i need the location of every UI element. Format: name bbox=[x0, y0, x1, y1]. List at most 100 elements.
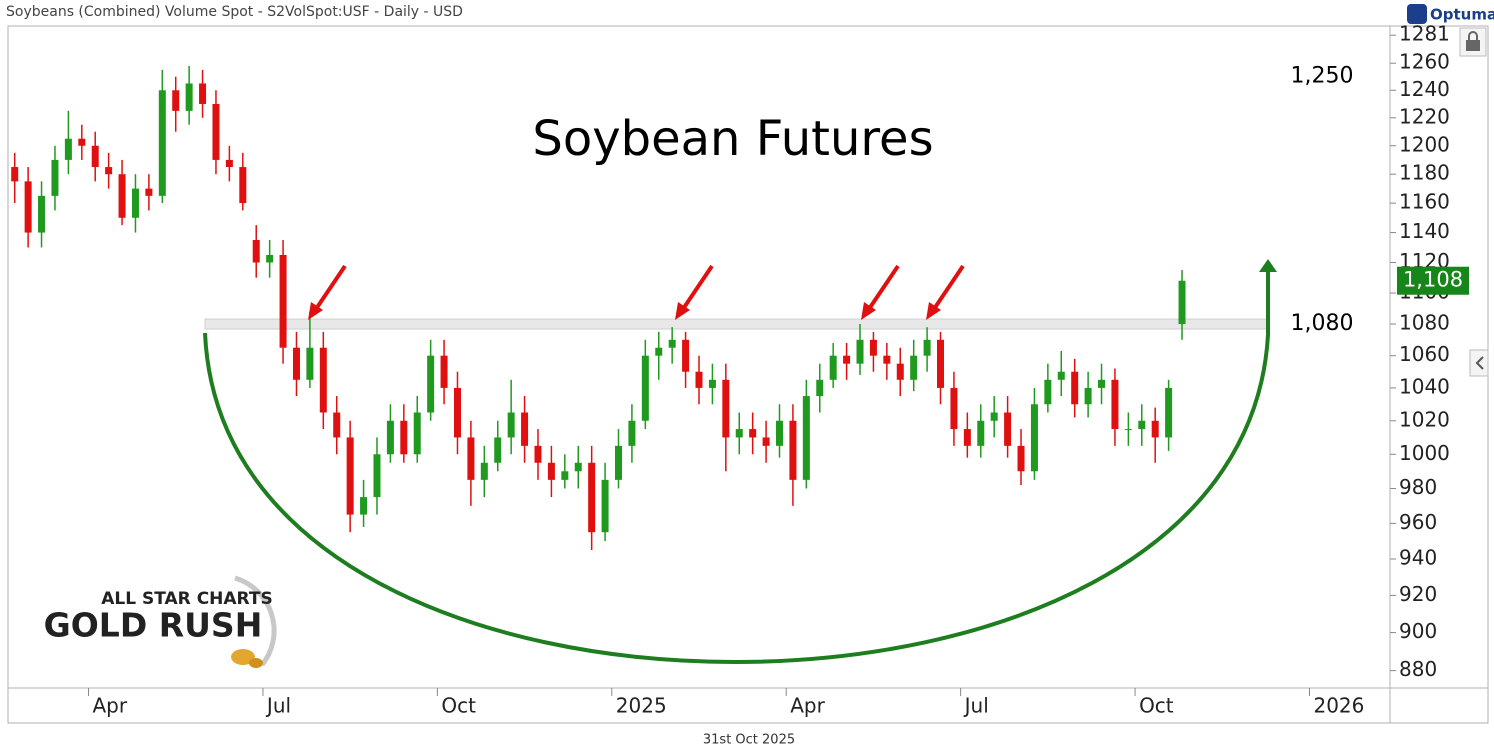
candle-body bbox=[292, 347, 300, 380]
candle-body bbox=[1124, 429, 1132, 431]
candle-body bbox=[722, 379, 730, 438]
candle-body bbox=[614, 445, 622, 480]
candle-body bbox=[1030, 404, 1038, 472]
y-tick-label: 1260 bbox=[1399, 50, 1450, 74]
candle-body bbox=[990, 412, 998, 421]
candle-body bbox=[802, 396, 810, 480]
logo-text: Optuma bbox=[1430, 6, 1494, 24]
candle-body bbox=[494, 437, 502, 463]
candle-body bbox=[735, 429, 743, 438]
candle-body bbox=[413, 412, 421, 455]
x-tick-label: 2026 bbox=[1313, 694, 1364, 718]
candle-body bbox=[199, 83, 207, 104]
logo-icon bbox=[1407, 4, 1427, 24]
candle-body bbox=[11, 167, 19, 182]
candle-body bbox=[24, 181, 32, 233]
y-tick-label: 1000 bbox=[1399, 441, 1450, 465]
y-tick-label: 1160 bbox=[1399, 190, 1450, 214]
x-tick-label: 2025 bbox=[616, 694, 667, 718]
candle-body bbox=[937, 339, 945, 388]
candle-body bbox=[682, 339, 690, 372]
x-tick-label: Jul bbox=[963, 694, 989, 718]
y-tick-label: 920 bbox=[1399, 582, 1437, 606]
gold-nugget bbox=[249, 658, 263, 668]
arrowhead bbox=[861, 302, 876, 320]
expand-button[interactable] bbox=[1469, 349, 1489, 377]
y-tick-label: 1240 bbox=[1399, 77, 1450, 101]
candle-body bbox=[521, 412, 529, 446]
candle-body bbox=[695, 371, 703, 388]
candle-body bbox=[360, 497, 368, 515]
x-tick-label: Apr bbox=[790, 694, 825, 718]
candle-body bbox=[91, 145, 99, 168]
candle-body bbox=[51, 159, 59, 196]
x-tick-label: Apr bbox=[93, 694, 128, 718]
candle-body bbox=[225, 159, 233, 168]
candle-body bbox=[789, 420, 797, 480]
candle-body bbox=[172, 90, 180, 111]
watermark: ALL STAR CHARTS GOLD RUSH bbox=[44, 575, 277, 668]
resistance-band bbox=[204, 318, 1269, 330]
arrowhead bbox=[308, 302, 323, 320]
candle-body bbox=[480, 462, 488, 480]
candle-body bbox=[38, 195, 46, 233]
candle-body bbox=[963, 429, 971, 446]
candle-body bbox=[346, 437, 354, 515]
candle-body bbox=[923, 339, 931, 356]
candle-body bbox=[145, 188, 153, 196]
candle-body bbox=[896, 363, 904, 380]
arrow bbox=[314, 264, 347, 311]
gold-nugget bbox=[231, 649, 255, 665]
candle-body bbox=[158, 90, 166, 196]
candle-body bbox=[749, 429, 757, 438]
candle-body bbox=[1178, 280, 1186, 325]
candle-body bbox=[829, 355, 837, 380]
candle-body bbox=[1004, 412, 1012, 446]
candle-body bbox=[628, 420, 636, 446]
lock-button[interactable] bbox=[1459, 27, 1487, 57]
date-label: 31st Oct 2025 bbox=[703, 733, 795, 748]
candle-body bbox=[574, 462, 582, 472]
candle-body bbox=[64, 138, 72, 160]
y-tick-label: 1140 bbox=[1399, 219, 1450, 243]
y-tick-label: 1040 bbox=[1399, 374, 1450, 398]
arrowhead bbox=[675, 302, 690, 320]
logo: Optuma bbox=[1407, 4, 1494, 24]
candle-body bbox=[1111, 379, 1119, 430]
x-tick-label: Oct bbox=[1139, 694, 1174, 718]
y-tick-label: 940 bbox=[1399, 545, 1437, 569]
watermark-line: GOLD RUSH bbox=[44, 606, 263, 645]
candle-body bbox=[869, 339, 877, 356]
candle-body bbox=[1084, 387, 1092, 405]
candle-body bbox=[185, 83, 193, 111]
candle-body bbox=[601, 479, 609, 533]
candle-body bbox=[212, 103, 220, 160]
candle-body bbox=[547, 462, 555, 480]
x-tick-label: Oct bbox=[441, 694, 476, 718]
candle-body bbox=[440, 355, 448, 388]
candle-body bbox=[856, 339, 864, 364]
candle-body bbox=[843, 355, 851, 364]
arrows bbox=[314, 264, 965, 311]
candle-body bbox=[977, 420, 985, 446]
candle-body bbox=[668, 339, 676, 348]
y-tick-label: 1220 bbox=[1399, 104, 1450, 128]
candle-body bbox=[641, 355, 649, 421]
last-price-tag bbox=[1397, 266, 1469, 295]
arrow bbox=[681, 264, 714, 311]
candle-body bbox=[319, 347, 327, 413]
watermark-line: ALL STAR CHARTS bbox=[101, 589, 272, 609]
y-tick-label: 900 bbox=[1399, 619, 1437, 643]
arrow bbox=[867, 264, 900, 311]
candle-body bbox=[534, 445, 542, 463]
candle-body bbox=[279, 254, 287, 348]
lock-body bbox=[1466, 40, 1480, 51]
candle-body bbox=[1044, 379, 1052, 405]
chart-header: Soybeans (Combined) Volume Spot - S2VolS… bbox=[6, 4, 463, 20]
candle-body bbox=[1138, 420, 1146, 430]
chart-title: Soybean Futures bbox=[532, 111, 933, 167]
arrowheads bbox=[308, 302, 941, 320]
candle-body bbox=[333, 412, 341, 438]
expand-box[interactable] bbox=[1469, 349, 1489, 377]
